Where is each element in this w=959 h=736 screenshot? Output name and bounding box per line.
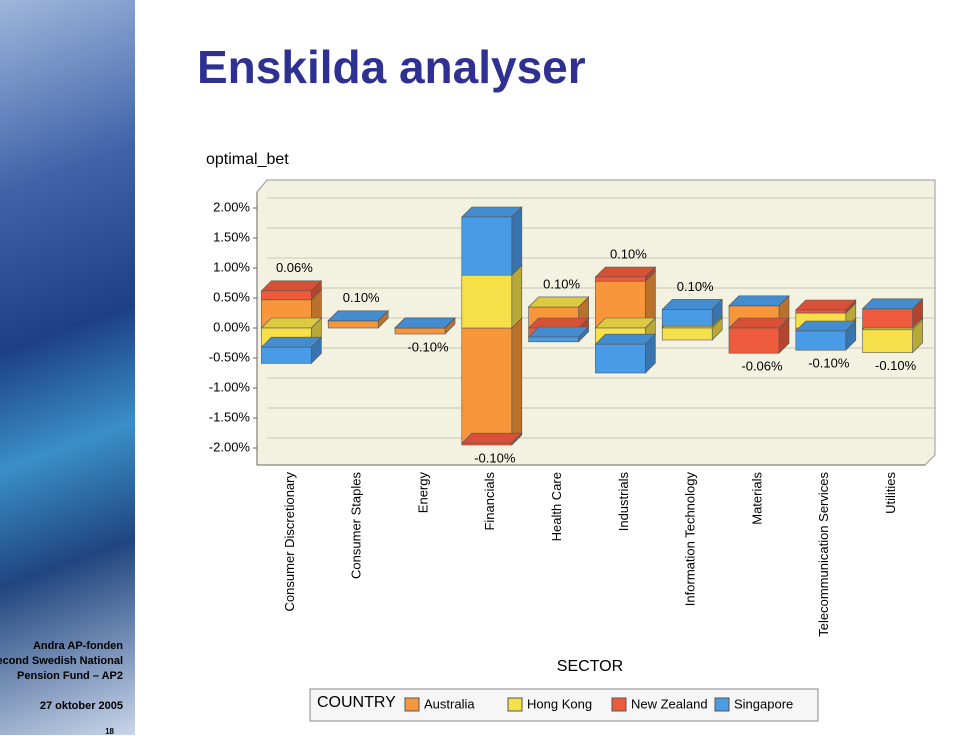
bar-top <box>527 296 590 308</box>
y-tick-label: 0.00% <box>213 319 250 334</box>
bar <box>261 346 312 364</box>
legend-label: Hong Kong <box>527 696 592 711</box>
x-tick-label: Industrials <box>616 472 631 532</box>
legend-swatch <box>611 697 627 712</box>
legend-title: COUNTRY <box>317 694 396 711</box>
legend-swatch <box>507 697 523 712</box>
org-line: Andra AP-fonden <box>32 640 123 652</box>
date: 27 oktober 2005 <box>39 700 123 712</box>
bar-top <box>461 206 523 218</box>
bar-top <box>594 333 657 345</box>
bar-top <box>661 299 723 310</box>
bar <box>862 308 913 329</box>
bar-top <box>394 317 456 329</box>
bar-top <box>527 317 590 329</box>
bar-side <box>578 296 589 308</box>
side-panel <box>0 0 135 735</box>
bar-top <box>260 336 323 348</box>
y-tick-label: -1.00% <box>209 379 251 394</box>
x-tick-label: Materials <box>749 472 764 525</box>
bar-top <box>594 317 657 329</box>
bar-side <box>511 317 523 444</box>
legend-label: Singapore <box>734 696 793 711</box>
bar <box>261 290 312 301</box>
legend-label: Australia <box>424 696 475 711</box>
y-tick-label: -1.50% <box>209 409 251 424</box>
x-tick-label: Health Care <box>549 472 564 541</box>
data-label: 0.10% <box>543 276 580 291</box>
bar <box>394 327 446 335</box>
bar-top <box>795 320 857 332</box>
bar <box>728 327 780 354</box>
bar <box>461 274 513 329</box>
data-label: -0.10% <box>474 450 516 465</box>
bar-top <box>795 299 857 311</box>
org-line: Second Swedish National <box>0 655 123 667</box>
bar <box>795 330 847 351</box>
x-tick-label: Utilities <box>883 472 898 514</box>
legend-swatch <box>404 697 420 712</box>
bar-top <box>461 432 523 444</box>
bar-top <box>861 298 924 310</box>
bar <box>327 320 379 329</box>
bar <box>862 329 913 353</box>
bar <box>528 336 579 343</box>
x-tick-label: Consumer Staples <box>349 472 364 579</box>
x-tick-label: Information Technology <box>683 472 698 607</box>
x-tick-label: Consumer Discretionary <box>282 472 297 612</box>
org-line: Pension Fund – AP2 <box>17 670 123 682</box>
data-label: -0.06% <box>741 359 783 374</box>
data-label: 0.10% <box>610 246 647 261</box>
bar <box>461 216 513 276</box>
bar-side <box>912 298 923 310</box>
x-tick-label: Telecommunication Services <box>816 472 831 637</box>
data-label: -0.10% <box>407 339 449 354</box>
bar <box>461 327 513 444</box>
chart-title: optimal_bet <box>206 151 289 168</box>
slide-title: Enskilda analyser <box>197 41 586 93</box>
y-tick-label: 2.00% <box>213 199 250 214</box>
data-label: 0.10% <box>343 290 380 305</box>
data-label: 0.06% <box>276 260 313 275</box>
y-tick-label: -2.00% <box>209 439 251 454</box>
y-tick-label: 0.50% <box>213 289 250 304</box>
y-tick-label: 1.50% <box>213 229 250 244</box>
data-label: 0.10% <box>677 279 714 294</box>
bar-top <box>260 280 323 292</box>
bar-side <box>444 317 456 329</box>
bar <box>595 343 646 374</box>
bar-side <box>511 206 523 276</box>
bar-top <box>327 310 389 322</box>
legend-box <box>309 688 819 722</box>
y-tick-label: -0.50% <box>209 349 251 364</box>
page-number: 18 <box>105 727 114 736</box>
bar <box>795 309 847 314</box>
data-label: -0.10% <box>875 358 917 373</box>
data-label: -0.10% <box>808 356 850 371</box>
x-tick-label: Energy <box>415 472 430 514</box>
y-tick-label: 1.00% <box>213 259 250 274</box>
bar <box>595 276 646 282</box>
bar-top <box>260 317 323 329</box>
bar <box>661 309 713 327</box>
bar-top <box>728 317 790 329</box>
x-axis-title: SECTOR <box>557 658 623 675</box>
x-tick-label: Financials <box>482 472 497 531</box>
legend-swatch <box>714 697 730 712</box>
legend-label: New Zealand <box>631 696 708 711</box>
bar <box>461 442 513 446</box>
bar-top <box>527 326 590 338</box>
bar-side <box>377 310 389 322</box>
bar-side <box>778 295 790 307</box>
bar-side <box>511 264 523 329</box>
bar-top <box>594 266 657 278</box>
bar <box>661 327 713 341</box>
bar-top <box>728 295 790 307</box>
